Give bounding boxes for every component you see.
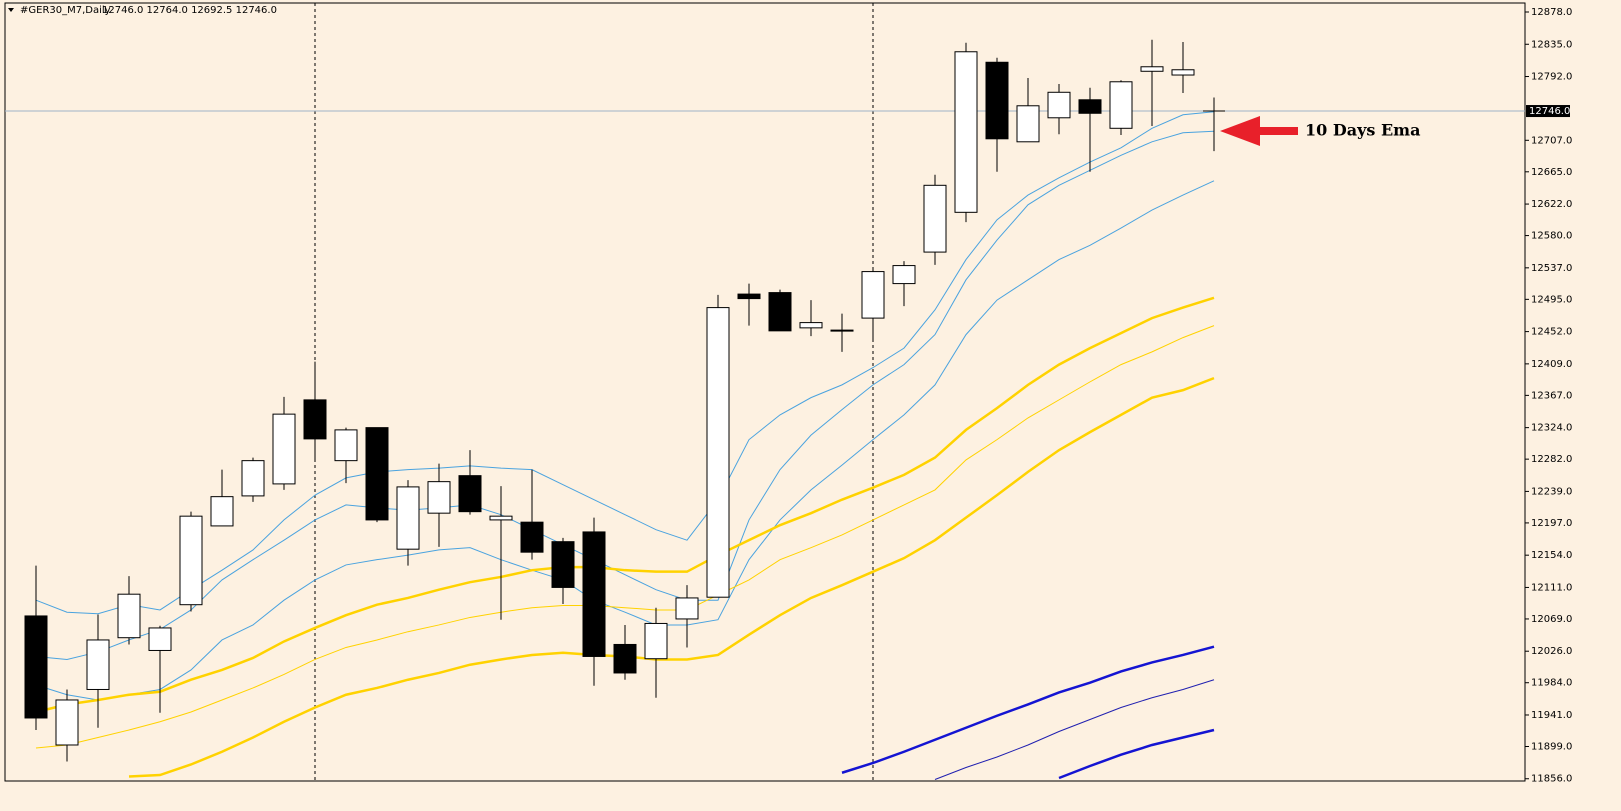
candle-body <box>954 51 978 213</box>
candle-body <box>396 486 420 550</box>
candle-body <box>241 460 265 497</box>
annotation-arrow <box>1220 116 1298 146</box>
y-tick-label: 11984.0 <box>1531 678 1572 689</box>
symbol-title: #GER30_M7,Daily <box>20 5 111 16</box>
annotation: 10 Days Ema <box>1305 121 1420 140</box>
indicator-line <box>35 130 1215 660</box>
candle-body <box>799 322 823 329</box>
candles <box>24 39 1225 762</box>
y-tick-label: 12665.0 <box>1531 167 1572 178</box>
indicator-line <box>35 180 1215 701</box>
y-tick-label: 12452.0 <box>1531 327 1572 338</box>
indicator-line <box>1058 728 1215 780</box>
candle-body <box>148 627 172 651</box>
y-tick-label: 12792.0 <box>1531 72 1572 83</box>
y-tick-label: 12409.0 <box>1531 359 1572 370</box>
indicator-line <box>934 679 1215 780</box>
candle-body <box>55 699 79 746</box>
candle-body <box>1016 105 1040 143</box>
candle-body <box>1109 81 1133 129</box>
indicator-line <box>35 325 1215 749</box>
y-tick-label: 11899.0 <box>1531 741 1572 752</box>
candle-body <box>334 429 358 462</box>
y-tick-label: 12878.0 <box>1531 7 1572 18</box>
candle-body <box>582 531 606 657</box>
y-tick-label: 11941.0 <box>1531 710 1572 721</box>
y-tick-label: 12622.0 <box>1531 199 1572 210</box>
candle-body <box>1140 66 1164 72</box>
y-tick-label: 11856.0 <box>1531 774 1572 785</box>
candle-body <box>644 622 668 660</box>
y-tick-label: 12835.0 <box>1531 39 1572 50</box>
candle-body <box>458 475 482 513</box>
candle-body <box>830 329 854 332</box>
y-tick-label: 12026.0 <box>1531 646 1572 657</box>
candle-body <box>1078 99 1102 114</box>
y-tick-label: 12111.0 <box>1531 582 1572 593</box>
candle-body <box>365 427 389 521</box>
plot-frame <box>4 2 1526 782</box>
indicator-lines <box>5 110 1525 780</box>
price-tag <box>1526 105 1570 118</box>
menu-arrow[interactable] <box>8 8 14 12</box>
candle-body <box>303 399 327 440</box>
y-tick-label: 12282.0 <box>1531 454 1572 465</box>
candle-body <box>675 597 699 620</box>
candle-body <box>179 515 203 606</box>
indicator-line <box>841 645 1215 774</box>
y-tick-label: 12154.0 <box>1531 550 1572 561</box>
y-tick-label: 12069.0 <box>1531 614 1572 625</box>
y-tick-label: 12537.0 <box>1531 263 1572 274</box>
ohlc-readout: 12746.0 12764.0 12692.5 12746.0 <box>102 5 277 16</box>
candle-body <box>985 61 1009 140</box>
y-tick-label: 12707.0 <box>1531 135 1572 146</box>
y-tick-label: 12324.0 <box>1531 423 1572 434</box>
price-tag-label: 12746.0 <box>1529 106 1570 117</box>
indicator-line <box>128 376 1215 778</box>
candle-body <box>1047 91 1071 119</box>
candle-body <box>613 643 637 674</box>
y-tick-label: 12495.0 <box>1531 294 1572 305</box>
y-tick-label: 12580.0 <box>1531 231 1572 242</box>
candle-body <box>117 593 141 639</box>
arrow-head <box>1220 116 1260 146</box>
y-tick-label: 12367.0 <box>1531 390 1572 401</box>
candle-body <box>551 541 575 588</box>
candle-body <box>86 639 110 690</box>
candle-body <box>272 413 296 485</box>
price-axis: 12878.0 12835.0 12792.0 12707.0 12665.0 12622… <box>1525 7 1572 785</box>
indicator-line <box>35 296 1215 714</box>
candle-body <box>210 496 234 527</box>
candle-body <box>520 521 544 553</box>
candle-body <box>489 515 513 521</box>
candle-body <box>768 292 792 332</box>
y-tick-label: 12239.0 <box>1531 486 1572 497</box>
y-tick-label: 12197.0 <box>1531 518 1572 529</box>
candle-body <box>923 184 947 253</box>
candle-body <box>892 265 916 285</box>
candle-body <box>1171 69 1195 76</box>
candle-body <box>737 293 761 300</box>
candle-body <box>706 307 730 598</box>
candle-body <box>427 481 451 514</box>
candle-body <box>861 271 885 319</box>
candle-body <box>24 615 48 719</box>
indicator-line <box>35 111 1215 615</box>
